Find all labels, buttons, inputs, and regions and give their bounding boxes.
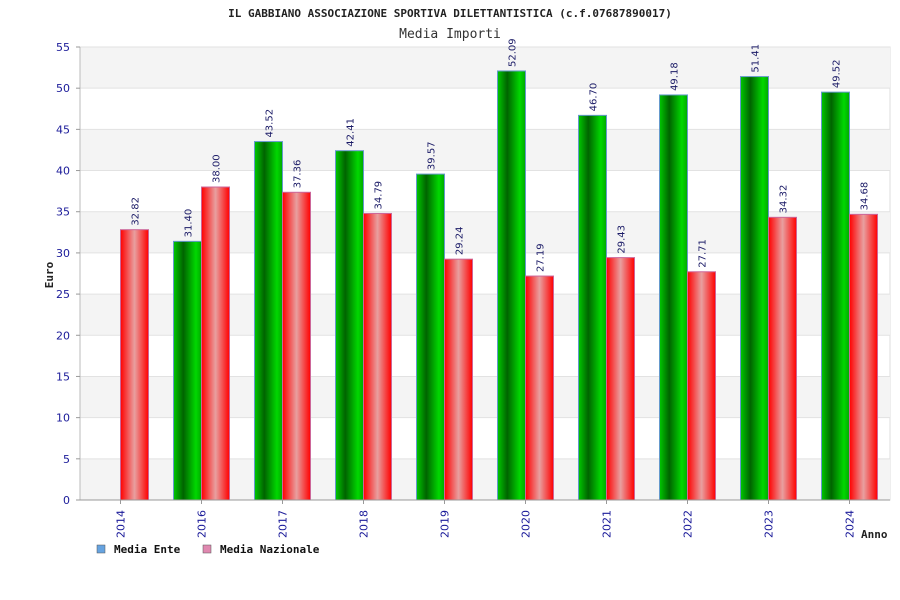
x-tick-label: 2023 xyxy=(763,510,776,538)
data-label: 37.36 xyxy=(293,160,304,189)
data-label: 52.09 xyxy=(508,38,519,67)
legend: Media Ente Media Nazionale xyxy=(96,543,320,556)
data-label: 51.41 xyxy=(751,44,762,73)
data-label: 32.82 xyxy=(131,197,142,226)
bar-media-ente xyxy=(740,76,769,501)
y-tick-label: 0 xyxy=(63,494,70,507)
data-label: 46.70 xyxy=(589,83,600,112)
bar-media-nazionale xyxy=(768,216,797,501)
bar-media-nazionale xyxy=(363,212,392,501)
y-tick-label: 15 xyxy=(56,370,70,383)
bar-media-ente xyxy=(254,141,283,501)
y-tick-label: 55 xyxy=(56,41,70,54)
x-tick-label: 2019 xyxy=(439,510,452,538)
y-tick-label: 30 xyxy=(56,247,70,260)
chart-subtitle: Media Importi xyxy=(399,27,501,42)
x-tick-label: 2024 xyxy=(844,510,857,538)
bar-media-nazionale xyxy=(849,213,878,501)
bar-media-nazionale xyxy=(687,271,716,501)
bar-media-nazionale xyxy=(444,258,473,501)
bar-media-ente xyxy=(416,173,445,501)
data-label: 31.40 xyxy=(184,209,195,238)
bar-media-nazionale xyxy=(525,275,554,501)
bar-media-nazionale xyxy=(606,257,635,501)
y-tick-label: 10 xyxy=(56,412,70,425)
data-label: 43.52 xyxy=(265,109,276,138)
data-label: 39.57 xyxy=(427,141,438,170)
legend-swatch xyxy=(202,544,212,554)
data-label: 29.24 xyxy=(455,227,466,256)
legend-swatch xyxy=(96,544,106,554)
bar-media-ente xyxy=(821,91,850,501)
x-tick-label: 2022 xyxy=(682,510,695,538)
x-tick-label: 2016 xyxy=(196,510,209,538)
x-tick-label: 2021 xyxy=(601,510,614,538)
data-label: 34.68 xyxy=(860,182,871,211)
y-tick-label: 20 xyxy=(56,329,70,342)
y-tick-label: 50 xyxy=(56,82,70,95)
x-tick-label: 2018 xyxy=(358,510,371,538)
chart-title: IL GABBIANO ASSOCIAZIONE SPORTIVA DILETT… xyxy=(228,7,672,20)
bars: 32.82 31.40 38.00 43.52 37.36 42.41 34.79 39.57… xyxy=(120,38,878,501)
x-tick-label: 2017 xyxy=(277,510,290,538)
x-axis-title: Anno xyxy=(861,528,888,541)
bar-media-nazionale xyxy=(120,229,149,501)
bar-media-ente xyxy=(173,240,202,501)
data-label: 34.32 xyxy=(779,185,790,214)
bar-media-nazionale xyxy=(201,186,230,501)
x-axis: 2014 2016 2017 2018 2019 2020 2021 2022 2023 2024 xyxy=(80,499,890,538)
data-label: 49.52 xyxy=(832,59,843,88)
data-label: 29.43 xyxy=(617,225,628,254)
bar-media-ente xyxy=(335,150,364,501)
data-label: 49.18 xyxy=(670,62,681,91)
x-tick-label: 2014 xyxy=(115,510,128,538)
y-tick-label: 5 xyxy=(63,453,70,466)
bar-media-nazionale xyxy=(282,191,311,501)
data-label: 38.00 xyxy=(212,154,223,183)
bar-media-ente xyxy=(578,114,607,501)
bar-media-ente xyxy=(659,94,688,501)
bar-media-ente xyxy=(497,70,526,501)
y-tick-label: 40 xyxy=(56,165,70,178)
legend-label: Media Ente xyxy=(114,543,181,556)
legend-label: Media Nazionale xyxy=(220,543,320,556)
y-tick-label: 45 xyxy=(56,123,70,136)
x-tick-label: 2020 xyxy=(520,510,533,538)
y-tick-label: 25 xyxy=(56,288,70,301)
data-label: 27.19 xyxy=(536,243,547,272)
data-label: 34.79 xyxy=(374,181,385,210)
y-axis-title: Euro xyxy=(43,261,56,288)
y-tick-label: 35 xyxy=(56,206,70,219)
y-axis: 0 5 10 15 20 25 30 35 40 45 50 55 xyxy=(56,41,81,507)
data-label: 27.71 xyxy=(698,239,709,268)
data-label: 42.41 xyxy=(346,118,357,147)
